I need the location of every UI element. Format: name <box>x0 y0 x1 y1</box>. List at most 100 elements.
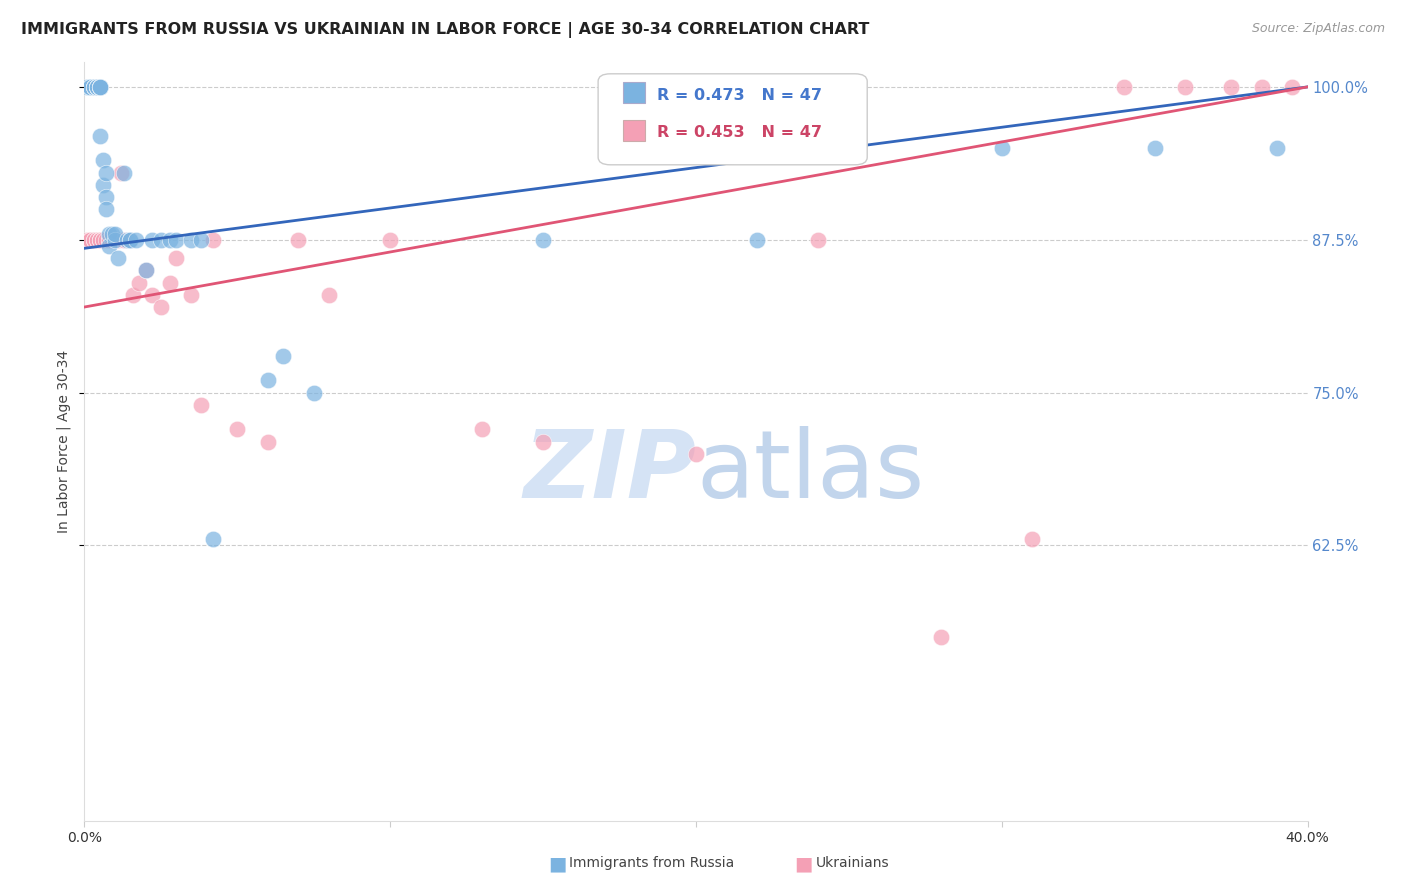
Point <box>89 79 111 94</box>
Point <box>471 422 494 436</box>
Point <box>201 533 224 547</box>
Point <box>380 233 402 247</box>
Point <box>159 276 181 290</box>
Point <box>94 190 117 204</box>
Point <box>165 251 187 265</box>
Point <box>104 227 127 241</box>
Point <box>1250 79 1272 94</box>
Bar <box>623 82 644 103</box>
Point <box>1174 79 1197 94</box>
Point <box>115 233 138 247</box>
Point <box>83 79 105 94</box>
Point <box>122 287 145 301</box>
Point <box>747 233 769 247</box>
Point <box>83 79 105 94</box>
Point <box>89 233 111 247</box>
Point <box>76 233 98 247</box>
Point <box>86 79 108 94</box>
Point <box>86 233 108 247</box>
Point <box>159 233 181 247</box>
Point <box>94 202 117 217</box>
Point <box>89 79 111 94</box>
Point <box>165 233 187 247</box>
Point <box>807 233 830 247</box>
Point <box>302 385 325 400</box>
Point <box>318 287 340 301</box>
Point <box>120 233 142 247</box>
Point <box>257 373 280 387</box>
Point <box>94 233 117 247</box>
Point <box>107 251 129 265</box>
Point <box>287 233 309 247</box>
Point <box>149 233 172 247</box>
Point <box>94 165 117 179</box>
Point <box>89 79 111 94</box>
Point <box>257 434 280 449</box>
Point <box>104 233 127 247</box>
Point <box>107 233 129 247</box>
Point <box>112 165 135 179</box>
FancyBboxPatch shape <box>598 74 868 165</box>
Y-axis label: In Labor Force | Age 30-34: In Labor Force | Age 30-34 <box>56 350 72 533</box>
Point <box>97 239 120 253</box>
Point <box>125 233 148 247</box>
Point <box>531 434 554 449</box>
Point <box>110 165 132 179</box>
Point <box>104 233 127 247</box>
Text: Immigrants from Russia: Immigrants from Russia <box>569 856 735 871</box>
Text: Source: ZipAtlas.com: Source: ZipAtlas.com <box>1251 22 1385 36</box>
Point <box>141 233 163 247</box>
Point <box>135 263 157 277</box>
Point <box>1220 79 1243 94</box>
Text: ZIP: ZIP <box>523 425 696 518</box>
Point <box>91 153 114 168</box>
Point <box>97 233 120 247</box>
Point <box>1114 79 1136 94</box>
Point <box>83 233 105 247</box>
Point <box>120 233 142 247</box>
Point <box>929 630 952 644</box>
Point <box>86 233 108 247</box>
Point <box>89 233 111 247</box>
Point <box>201 233 224 247</box>
Point <box>190 398 212 412</box>
Point <box>226 422 249 436</box>
Point <box>1143 141 1166 155</box>
Point <box>83 233 105 247</box>
Point <box>89 79 111 94</box>
Text: atlas: atlas <box>696 425 924 518</box>
Point <box>91 233 114 247</box>
Point <box>97 227 120 241</box>
Point <box>120 233 142 247</box>
Point <box>79 79 101 94</box>
Point <box>271 349 294 363</box>
Point <box>149 300 172 314</box>
Point <box>79 79 101 94</box>
Point <box>101 227 124 241</box>
Text: ■: ■ <box>794 854 813 873</box>
Point <box>685 447 707 461</box>
Point <box>101 233 124 247</box>
Point <box>86 79 108 94</box>
Point <box>97 233 120 247</box>
Point <box>76 79 98 94</box>
Point <box>128 276 150 290</box>
Point <box>531 233 554 247</box>
Point <box>86 79 108 94</box>
Point <box>190 233 212 247</box>
Point <box>83 79 105 94</box>
Text: R = 0.453   N = 47: R = 0.453 N = 47 <box>657 126 823 140</box>
Point <box>1281 79 1303 94</box>
Text: R = 0.473   N = 47: R = 0.473 N = 47 <box>657 87 823 103</box>
Point <box>86 79 108 94</box>
Point <box>1021 533 1043 547</box>
Point <box>79 233 101 247</box>
Point <box>79 233 101 247</box>
Point <box>89 128 111 143</box>
Text: ■: ■ <box>548 854 567 873</box>
Text: Ukrainians: Ukrainians <box>815 856 889 871</box>
Point <box>141 287 163 301</box>
Point <box>112 233 135 247</box>
Text: IMMIGRANTS FROM RUSSIA VS UKRAINIAN IN LABOR FORCE | AGE 30-34 CORRELATION CHART: IMMIGRANTS FROM RUSSIA VS UKRAINIAN IN L… <box>21 22 869 38</box>
Point <box>180 287 202 301</box>
